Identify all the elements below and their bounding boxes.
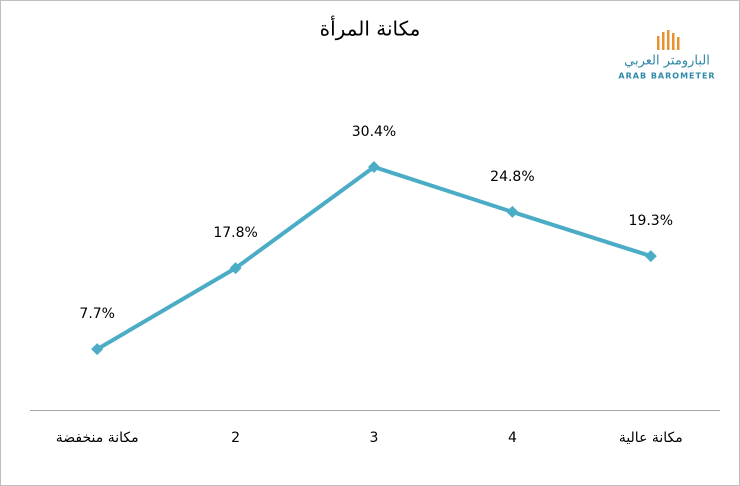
marker [368,160,380,173]
data-label: 19.3% [629,213,673,229]
data-label: 7.7% [79,306,115,322]
x-tick-label: مكانة عالية [619,430,683,446]
chart-title: مكانة المرأة [320,16,421,41]
marker [506,205,519,218]
data-label: 30.4% [352,124,396,140]
data-label: 17.8% [213,225,257,241]
x-tick-label: مكانة منخفضة [56,430,139,446]
x-tick-label: 3 [370,430,379,446]
x-tick-label: 4 [508,430,517,446]
data-label: 24.8% [490,169,534,185]
marker [91,343,104,356]
logo-english: ARAB BAROMETER [618,72,715,81]
logo-icon [657,30,680,50]
x-tick-label: 2 [231,430,240,446]
marker [229,262,242,275]
marker [644,250,657,263]
logo-arabic: البارومتر العربي [624,54,710,69]
